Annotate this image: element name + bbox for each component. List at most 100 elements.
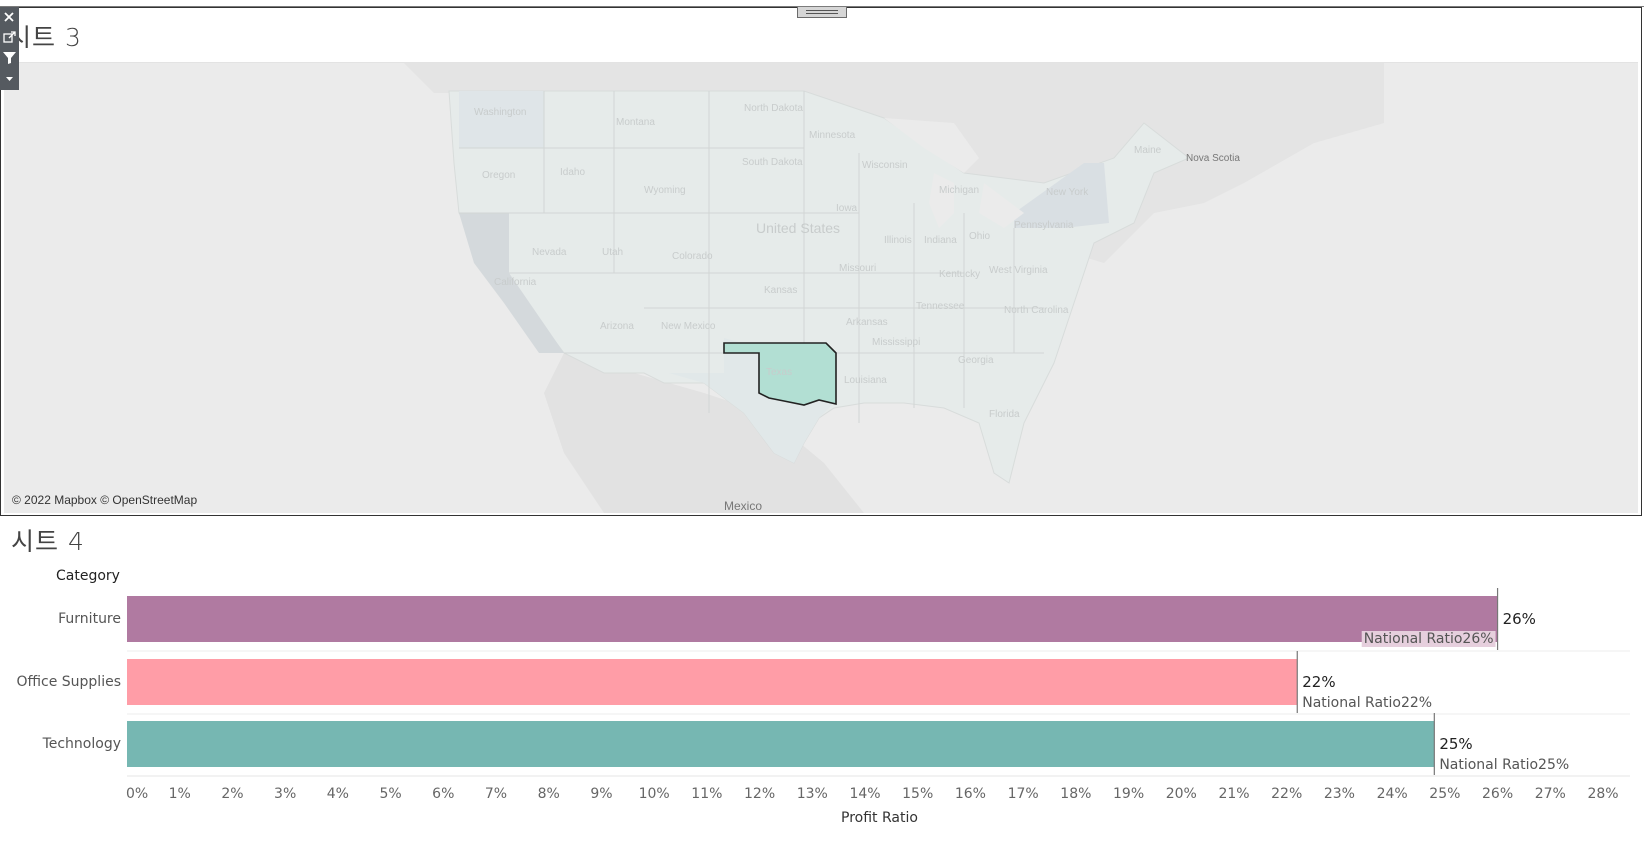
place-label: North Carolina <box>1004 305 1069 316</box>
x-tick-label: 16% <box>955 786 986 802</box>
x-tick-label: 19% <box>1113 786 1144 802</box>
place-label: Kansas <box>764 285 797 296</box>
place-label: Illinois <box>884 235 912 246</box>
place-label: Arizona <box>600 321 634 332</box>
us-map[interactable]: Washington Montana North Dakota Minnesot… <box>4 63 1638 513</box>
reference-label: National Ratio26% <box>1364 631 1494 647</box>
state-labels: Washington Montana North Dakota Minnesot… <box>474 103 1240 513</box>
dashboard-top-border <box>0 6 1644 7</box>
bar-value-label: 25% <box>1439 735 1472 753</box>
place-label: Tennessee <box>916 301 965 312</box>
x-tick-label: 11% <box>691 786 722 802</box>
place-label: Michigan <box>939 185 979 196</box>
reference-label-bg <box>1361 631 1496 647</box>
category-label-technology: Technology <box>42 736 121 752</box>
x-tick-label: 14% <box>849 786 880 802</box>
x-tick-label: 23% <box>1324 786 1355 802</box>
sheet-toolbar <box>0 7 19 90</box>
x-tick-label: 7% <box>485 786 507 802</box>
place-label: Missouri <box>839 263 876 274</box>
place-label: Florida <box>989 409 1020 420</box>
place-label: New York <box>1046 187 1089 198</box>
category-label-office-supplies: Office Supplies <box>16 674 121 690</box>
x-tick-label: 2% <box>221 786 243 802</box>
place-label: California <box>494 277 537 288</box>
category-label-furniture: Furniture <box>58 611 121 627</box>
x-tick-label: 5% <box>379 786 401 802</box>
x-tick-label: 24% <box>1377 786 1408 802</box>
filter-icon[interactable] <box>0 47 19 67</box>
x-tick-label: 15% <box>902 786 933 802</box>
bar[interactable] <box>127 596 1498 642</box>
map-attribution[interactable]: © 2022 Mapbox © OpenStreetMap <box>12 493 198 507</box>
place-label: Utah <box>602 247 623 258</box>
place-label: Louisiana <box>844 375 887 386</box>
close-icon[interactable] <box>0 7 19 27</box>
bar[interactable] <box>127 721 1435 767</box>
x-tick-label: 17% <box>1008 786 1039 802</box>
california-shape <box>459 213 564 353</box>
x-tick-label: 21% <box>1218 786 1249 802</box>
reference-label: National Ratio25% <box>1439 757 1569 773</box>
sheet3-title: 시트 3 <box>8 23 82 52</box>
dropdown-icon[interactable] <box>0 69 19 89</box>
x-tick-label: 25% <box>1429 786 1460 802</box>
place-label: Iowa <box>836 203 858 214</box>
place-label: New Mexico <box>661 321 716 332</box>
drag-handle[interactable] <box>797 7 847 18</box>
x-tick-label: 27% <box>1535 786 1566 802</box>
bar-value-label: 22% <box>1302 673 1335 691</box>
lake-superior <box>884 118 979 173</box>
washington-shape <box>459 91 544 148</box>
bar[interactable] <box>127 659 1298 705</box>
newyork-shape <box>1014 163 1109 228</box>
place-label: Minnesota <box>809 130 856 141</box>
mexico-land <box>544 353 864 513</box>
place-label: Colorado <box>672 251 713 262</box>
x-tick-label: 13% <box>797 786 828 802</box>
reference-label: National Ratio22% <box>1302 695 1432 711</box>
place-label: Pennsylvania <box>1014 220 1074 231</box>
x-tick-label: 9% <box>590 786 612 802</box>
x-tick-label: 1% <box>169 786 191 802</box>
x-tick-label: 26% <box>1482 786 1513 802</box>
x-tick-label: 28% <box>1587 786 1618 802</box>
x-tick-label: 22% <box>1271 786 1302 802</box>
popout-icon[interactable] <box>0 27 19 47</box>
place-label: Mississippi <box>872 337 920 348</box>
place-label: Texas <box>766 367 792 378</box>
x-tick-label: 6% <box>432 786 454 802</box>
place-label: West Virginia <box>989 265 1048 276</box>
us-land <box>448 90 1190 484</box>
place-label: North Dakota <box>744 103 803 114</box>
x-tick-label: 0% <box>126 786 148 802</box>
x-tick-label: 12% <box>744 786 775 802</box>
place-label: Kentucky <box>939 269 980 280</box>
place-label: Wyoming <box>644 185 686 196</box>
place-label: Idaho <box>560 167 585 178</box>
place-label: Mexico <box>724 499 762 513</box>
place-label: Ohio <box>969 231 991 242</box>
place-label: South Dakota <box>742 157 803 168</box>
x-tick-label: 4% <box>327 786 349 802</box>
place-label: United States <box>756 220 840 236</box>
lake-huron <box>979 183 1024 228</box>
map-view[interactable]: Washington Montana North Dakota Minnesot… <box>4 62 1638 513</box>
place-label: Arkansas <box>846 317 888 328</box>
place-label: Maine <box>1134 145 1162 156</box>
place-label: Nova Scotia <box>1186 153 1240 164</box>
place-label: Wisconsin <box>862 160 908 171</box>
place-label: Washington <box>474 107 526 118</box>
place-label: Indiana <box>924 235 957 246</box>
x-tick-label: 20% <box>1166 786 1197 802</box>
lake-michigan <box>929 173 954 228</box>
oklahoma-shape[interactable] <box>723 342 837 406</box>
place-label: Nevada <box>532 247 567 258</box>
bar-value-label: 26% <box>1503 610 1536 628</box>
sheet4-title: 시트 4 <box>11 527 85 556</box>
x-tick-label: 8% <box>538 786 560 802</box>
category-header: Category <box>56 568 120 584</box>
place-label: Montana <box>616 117 655 128</box>
x-tick-label: 3% <box>274 786 296 802</box>
